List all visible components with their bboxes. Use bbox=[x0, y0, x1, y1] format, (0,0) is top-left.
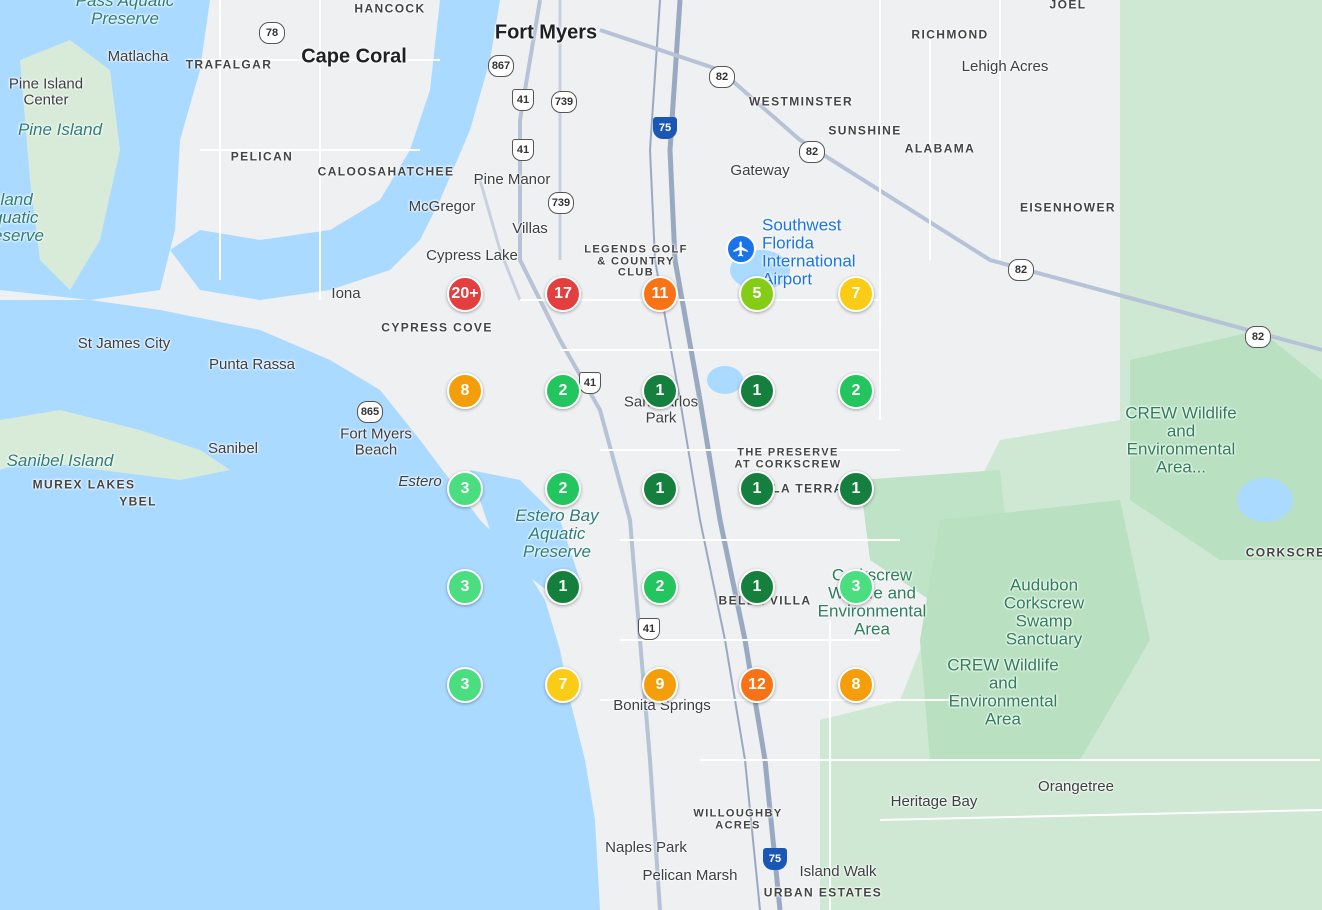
route-shield-82-d: 82 bbox=[1245, 326, 1271, 348]
cluster-marker[interactable]: 20+ bbox=[447, 276, 483, 312]
hood-label-ybel: YBEL bbox=[119, 494, 157, 509]
hood-label-pelican: PELICAN bbox=[230, 149, 294, 164]
hood-label-caloosahatchee: CALOOSAHATCHEE bbox=[317, 164, 455, 179]
town-label-gateway: Gateway bbox=[730, 162, 790, 180]
hood-label-willoughby-acres: WILLOUGHBY ACRES bbox=[693, 807, 783, 831]
cluster-marker[interactable]: 7 bbox=[838, 276, 874, 312]
route-shield-us41-b: 41 bbox=[512, 139, 534, 161]
cluster-marker[interactable]: 2 bbox=[642, 569, 678, 605]
town-label-pelican-marsh: Pelican Marsh bbox=[642, 867, 738, 885]
town-label-orangetree: Orangetree bbox=[1038, 778, 1114, 796]
town-label-lehigh-acres: Lehigh Acres bbox=[961, 58, 1049, 76]
cluster-marker[interactable]: 1 bbox=[642, 373, 678, 409]
hood-label-joel: JOEL bbox=[1049, 0, 1087, 12]
hood-label-westminster: WESTMINSTER bbox=[748, 94, 854, 109]
hood-label-urban-estates: URBAN ESTATES bbox=[763, 885, 883, 900]
route-shield-739-b: 739 bbox=[548, 192, 574, 214]
park-label-audubon: Audubon Corkscrew Swamp Sanctuary bbox=[1003, 575, 1085, 648]
route-shield-us41-a: 41 bbox=[512, 89, 534, 111]
cluster-marker[interactable]: 3 bbox=[838, 569, 874, 605]
town-label-naples-park: Naples Park bbox=[605, 839, 687, 857]
hood-label-corkscrew: CORKSCREW bbox=[1245, 545, 1322, 560]
water-label-pine-island: Pine Island bbox=[17, 120, 103, 140]
route-shield-739-a: 739 bbox=[551, 91, 577, 113]
city-label-cape-coral: Cape Coral bbox=[301, 45, 407, 68]
route-shield-82-a: 82 bbox=[709, 66, 735, 88]
water-label-estero-bay: Estero Bay Aquatic Preserve bbox=[515, 506, 599, 561]
cluster-marker[interactable]: 3 bbox=[447, 471, 483, 507]
cluster-marker[interactable]: 1 bbox=[838, 471, 874, 507]
town-label-pine-manor: Pine Manor bbox=[473, 171, 551, 189]
route-shield-78: 78 bbox=[259, 22, 285, 44]
route-shield-82-b: 82 bbox=[799, 141, 825, 163]
cluster-marker[interactable]: 1 bbox=[739, 373, 775, 409]
cluster-marker[interactable]: 1 bbox=[739, 471, 775, 507]
town-label-villas: Villas bbox=[512, 220, 548, 238]
route-shield-i75-b: 75 bbox=[763, 848, 787, 870]
cluster-marker[interactable]: 9 bbox=[642, 667, 678, 703]
hood-label-legends: LEGENDS GOLF & COUNTRY CLUB bbox=[584, 243, 688, 279]
park-label-crew-1: CREW Wildlife and Environmental Area... bbox=[1125, 403, 1237, 476]
hood-label-sunshine: SUNSHINE bbox=[828, 123, 902, 138]
town-label-fort-myers-beach: Fort Myers Beach bbox=[340, 425, 412, 458]
route-shield-82-c: 82 bbox=[1008, 259, 1034, 281]
town-label-bonita-springs: Bonita Springs bbox=[613, 697, 711, 715]
town-label-heritage-bay: Heritage Bay bbox=[890, 793, 978, 811]
route-shield-us41-c: 41 bbox=[579, 372, 601, 394]
route-shield-i75-a: 75 bbox=[653, 117, 677, 139]
water-label-pass-aquatic-preserve: Pass Aquatic Preserve bbox=[75, 0, 175, 28]
cluster-marker[interactable]: 12 bbox=[739, 667, 775, 703]
airport-label: Southwest Florida International Airport bbox=[762, 215, 856, 288]
cluster-marker[interactable]: 3 bbox=[447, 667, 483, 703]
hood-label-eisenhower: EISENHOWER bbox=[1019, 200, 1117, 215]
town-label-st-james-city: St James City bbox=[77, 335, 171, 353]
hood-label-la-terra: LA TERRA bbox=[772, 481, 844, 496]
town-label-sanibel: Sanibel bbox=[207, 440, 259, 458]
route-shield-867: 867 bbox=[488, 55, 514, 77]
cluster-marker[interactable]: 2 bbox=[545, 471, 581, 507]
cluster-marker[interactable]: 7 bbox=[545, 667, 581, 703]
town-label-island-walk: Island Walk bbox=[799, 863, 877, 881]
cluster-marker[interactable]: 1 bbox=[545, 569, 581, 605]
hood-label-cypress-cove: CYPRESS COVE bbox=[381, 320, 493, 335]
route-shield-us41-d: 41 bbox=[638, 618, 660, 640]
route-shield-865: 865 bbox=[357, 401, 383, 423]
cluster-marker[interactable]: 1 bbox=[739, 569, 775, 605]
water-label-island-aquatic-preserve: Island Aquatic Preserve bbox=[0, 190, 45, 245]
town-label-estero: Estero bbox=[398, 473, 442, 491]
cluster-marker[interactable]: 17 bbox=[545, 276, 581, 312]
water-label-sanibel-island: Sanibel Island bbox=[6, 451, 114, 471]
cluster-marker[interactable]: 5 bbox=[739, 276, 775, 312]
hood-label-alabama: ALABAMA bbox=[904, 141, 976, 156]
cluster-marker[interactable]: 2 bbox=[838, 373, 874, 409]
park-label-crew-2: Corkscrew Wildlife and Environmental Are… bbox=[817, 565, 927, 638]
town-label-pine-island-center: Pine Island Center bbox=[8, 75, 84, 108]
city-label-fort-myers: Fort Myers bbox=[494, 21, 598, 44]
town-label-mcgregor: McGregor bbox=[408, 198, 476, 216]
hood-label-trafalgar: TRAFALGAR bbox=[185, 57, 273, 72]
hood-label-hancock: HANCOCK bbox=[354, 1, 426, 16]
cluster-marker[interactable]: 8 bbox=[447, 373, 483, 409]
cluster-marker[interactable]: 2 bbox=[545, 373, 581, 409]
hood-label-murex-lakes: MUREX LAKES bbox=[32, 477, 136, 492]
town-label-matlacha: Matlacha bbox=[107, 48, 169, 66]
town-label-iona: Iona bbox=[331, 285, 361, 303]
hood-label-richmond: RICHMOND bbox=[911, 27, 989, 42]
town-label-cypress-lake: Cypress Lake bbox=[426, 247, 518, 265]
town-label-punta-rassa: Punta Rassa bbox=[209, 356, 295, 374]
airplane-icon[interactable] bbox=[726, 234, 756, 264]
cluster-marker[interactable]: 11 bbox=[642, 276, 678, 312]
park-label-crew-3: CREW Wildlife and Environmental Area bbox=[947, 655, 1059, 728]
cluster-marker[interactable]: 1 bbox=[642, 471, 678, 507]
cluster-marker[interactable]: 3 bbox=[447, 569, 483, 605]
cluster-marker[interactable]: 8 bbox=[838, 667, 874, 703]
hood-label-preserve-corkscrew: THE PRESERVE AT CORKSCREW bbox=[734, 446, 842, 470]
